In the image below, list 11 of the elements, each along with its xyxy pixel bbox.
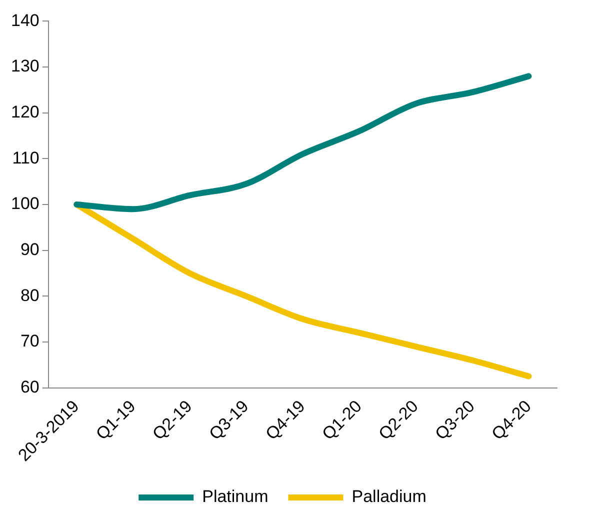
y-tick-label: 130	[10, 56, 40, 76]
legend-label: Platinum	[202, 487, 268, 506]
y-tick-label: 70	[20, 332, 40, 351]
y-tick-label: 60	[20, 377, 40, 396]
y-tick-label: 100	[10, 194, 40, 214]
y-tick-label: 80	[20, 286, 40, 305]
legend-label: Palladium	[352, 487, 426, 506]
y-tick-label: 120	[10, 102, 40, 122]
y-tick-label: 140	[10, 10, 40, 30]
y-tick-label: 90	[20, 240, 40, 259]
y-tick-label: 110	[12, 148, 40, 168]
